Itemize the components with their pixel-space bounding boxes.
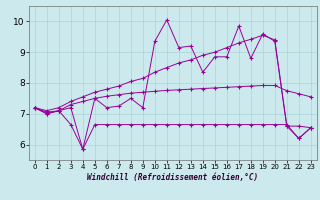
X-axis label: Windchill (Refroidissement éolien,°C): Windchill (Refroidissement éolien,°C) — [87, 173, 258, 182]
